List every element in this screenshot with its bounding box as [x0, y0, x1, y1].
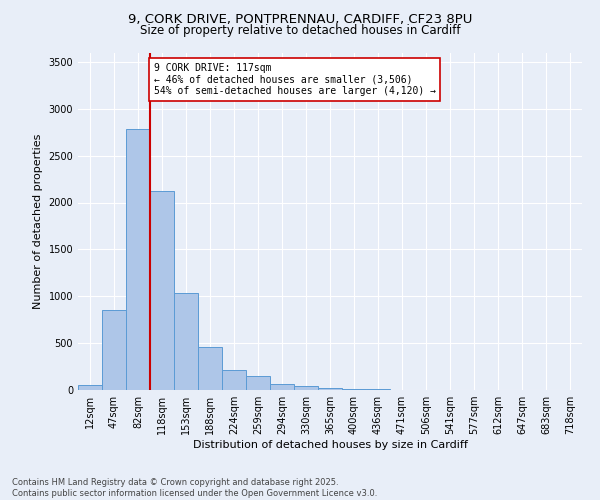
Text: Size of property relative to detached houses in Cardiff: Size of property relative to detached ho… [140, 24, 460, 37]
Bar [174, 292, 198, 390]
Y-axis label: Number of detached properties: Number of detached properties [33, 134, 43, 309]
Text: 9 CORK DRIVE: 117sqm
← 46% of detached houses are smaller (3,506)
54% of semi-de: 9 CORK DRIVE: 117sqm ← 46% of detached h… [154, 63, 436, 96]
X-axis label: Distribution of detached houses by size in Cardiff: Distribution of detached houses by size … [193, 440, 467, 450]
Bar [294, 386, 318, 390]
Bar [150, 191, 174, 390]
Bar [126, 130, 150, 390]
Bar [198, 347, 222, 390]
Bar [102, 310, 126, 390]
Text: Contains HM Land Registry data © Crown copyright and database right 2025.
Contai: Contains HM Land Registry data © Crown c… [12, 478, 377, 498]
Bar [318, 388, 342, 390]
Bar [270, 384, 294, 390]
Text: 9, CORK DRIVE, PONTPRENNAU, CARDIFF, CF23 8PU: 9, CORK DRIVE, PONTPRENNAU, CARDIFF, CF2… [128, 12, 472, 26]
Bar [246, 376, 270, 390]
Bar [366, 389, 390, 390]
Bar [342, 388, 366, 390]
Bar [222, 370, 246, 390]
Bar [78, 385, 102, 390]
